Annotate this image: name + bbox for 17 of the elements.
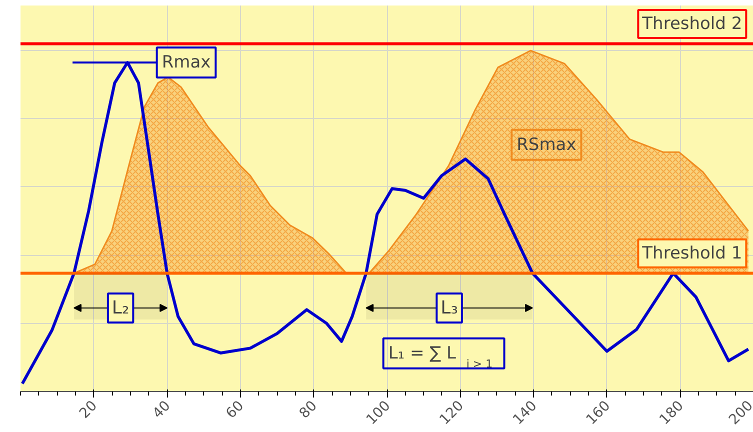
x-tick-label: 160 bbox=[583, 398, 614, 428]
x-tick-label: 100 bbox=[364, 398, 394, 428]
annotation: L₁ = ∑ Li > 1 bbox=[388, 343, 500, 370]
x-tick-label: 80 bbox=[296, 398, 320, 422]
band-label: L₂ bbox=[112, 297, 130, 318]
x-tick-label: 120 bbox=[436, 398, 468, 428]
x-tick-label: 20 bbox=[76, 398, 101, 422]
x-tick-label: 180 bbox=[656, 398, 687, 428]
band-label: L₃ bbox=[440, 297, 458, 318]
ref-line-label: Threshold 1 bbox=[641, 243, 742, 264]
x-tick-label: 200 bbox=[726, 398, 753, 428]
annotation: RSmax bbox=[516, 134, 576, 155]
annotation: Rmax bbox=[162, 52, 211, 73]
x-tick-label: 140 bbox=[510, 398, 540, 428]
x-tick-label: 60 bbox=[223, 398, 248, 422]
ref-line-label: Threshold 2 bbox=[641, 14, 742, 34]
x-tick-label: 40 bbox=[150, 398, 174, 422]
